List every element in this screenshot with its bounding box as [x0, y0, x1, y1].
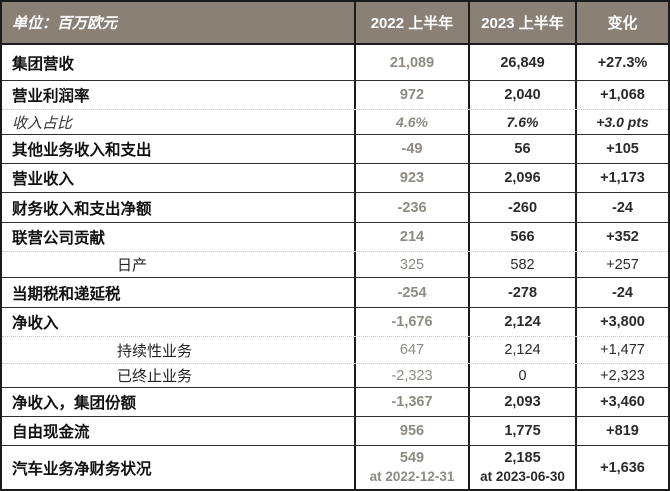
table-row-net-financial: 财务收入和支出净额 -236 -260 -24 — [2, 192, 668, 222]
value-2022: 647 — [356, 337, 470, 363]
value-2023: 2,185 at 2023-06-30 — [470, 446, 577, 489]
row-label: 当期税和递延税 — [2, 278, 356, 307]
row-label: 汽车业务净财务状况 — [2, 446, 356, 489]
value-2022: 4.6% — [356, 110, 470, 134]
value-change: +3.0 pts — [596, 114, 649, 130]
value-2023: -260 — [470, 193, 577, 222]
row-label: 联营公司贡献 — [2, 223, 356, 251]
row-label: 持续性业务 — [2, 337, 356, 363]
value-change: +1,173 — [600, 170, 645, 186]
table-row-automotive-net-financial-position: 汽车业务净财务状况 549 at 2022-12-31 2,185 at 202… — [2, 445, 668, 489]
value-change: +27.3% — [597, 54, 648, 71]
row-label: 日产 — [2, 252, 356, 277]
value-2023: 2,040 — [470, 81, 577, 109]
table-row-continuing-operations: 持续性业务 647 2,124 +1,477 — [2, 336, 668, 363]
value-2023: 2,096 — [470, 164, 577, 192]
row-label: 营业收入 — [2, 164, 356, 192]
value-2023-amount: 2,185 — [504, 449, 541, 466]
value-change: +1,636 — [600, 459, 645, 476]
row-label: 其他业务收入和支出 — [2, 135, 356, 163]
col-header-change: 变化 — [607, 15, 638, 32]
value-2022: 972 — [356, 81, 470, 109]
value-change: +1,477 — [600, 342, 645, 358]
value-2023: 2,124 — [470, 337, 577, 363]
value-2023: 7.6% — [470, 110, 577, 134]
value-change: +819 — [606, 423, 639, 439]
row-label: 营业利润率 — [2, 81, 356, 109]
value-2023: 56 — [470, 135, 577, 163]
table-row-net-income-group-share: 净收入，集团份额 -1,367 2,093 +3,460 — [2, 387, 668, 416]
col-header-2023-h1: 2023 上半年 — [470, 2, 577, 43]
value-change: -24 — [612, 199, 633, 216]
value-2022-amount: 549 — [399, 449, 425, 466]
table-row-net-income: 净收入 -1,676 2,124 +3,800 — [2, 307, 668, 336]
value-2022: -236 — [356, 193, 470, 222]
value-2022: 956 — [356, 417, 470, 445]
value-change: +105 — [606, 141, 639, 157]
value-2023: 582 — [470, 252, 577, 277]
table-row-revenue-share: 收入占比 4.6% 7.6% +3.0 pts — [2, 109, 668, 134]
table-header-row: 单位：百万欧元 2022 上半年 2023 上半年 变化 — [2, 2, 668, 45]
value-2022: 214 — [356, 223, 470, 251]
value-2022: -1,367 — [356, 388, 470, 416]
value-2023: -278 — [470, 278, 577, 307]
table-row-operating-profit: 营业利润率 972 2,040 +1,068 — [2, 80, 668, 109]
value-2022: 21,089 — [356, 45, 470, 80]
table-row-associated-companies: 联营公司贡献 214 566 +352 — [2, 222, 668, 251]
value-2023: 2,093 — [470, 388, 577, 416]
value-change: +3,460 — [600, 394, 645, 410]
value-2023: 26,849 — [470, 45, 577, 80]
value-2022: 923 — [356, 164, 470, 192]
row-label: 已终止业务 — [2, 364, 356, 387]
table-row-operating-income: 营业收入 923 2,096 +1,173 — [2, 163, 668, 192]
value-2022: -49 — [356, 135, 470, 163]
value-2022: 549 at 2022-12-31 — [356, 446, 470, 489]
table-row-free-cash-flow: 自由现金流 956 1,775 +819 — [2, 416, 668, 445]
row-label: 集团营收 — [2, 45, 356, 80]
row-label: 净收入，集团份额 — [2, 388, 356, 416]
row-label: 收入占比 — [2, 110, 356, 134]
value-change: +2,323 — [600, 367, 645, 384]
row-label: 自由现金流 — [2, 417, 356, 445]
row-label: 财务收入和支出净额 — [2, 193, 356, 222]
row-label: 净收入 — [2, 308, 356, 336]
value-2022: -1,676 — [356, 308, 470, 336]
table-row-current-deferred-tax: 当期税和递延税 -254 -278 -24 — [2, 277, 668, 307]
table-row-other-income-expenses: 其他业务收入和支出 -49 56 +105 — [2, 134, 668, 163]
value-change: +257 — [606, 256, 639, 273]
value-2023: 566 — [470, 223, 577, 251]
value-change: +352 — [606, 229, 639, 245]
value-2023-date: at 2023-06-30 — [480, 469, 565, 485]
value-2023: 2,124 — [470, 308, 577, 336]
value-2022: 325 — [356, 252, 470, 277]
value-2022: -2,323 — [356, 364, 470, 387]
col-header-2022-h1: 2022 上半年 — [356, 2, 470, 43]
value-change: +3,800 — [600, 314, 645, 330]
table-row-group-revenue: 集团营收 21,089 26,849 +27.3% — [2, 45, 668, 80]
table-row-discontinued-operations: 已终止业务 -2,323 0 +2,323 — [2, 363, 668, 387]
value-2023: 0 — [470, 364, 577, 387]
value-2022-date: at 2022-12-31 — [369, 469, 455, 485]
value-change: -24 — [612, 284, 633, 301]
value-2022: -254 — [356, 278, 470, 307]
value-2023: 1,775 — [470, 417, 577, 445]
unit-label: 单位：百万欧元 — [2, 2, 356, 43]
table-row-nissan: 日产 325 582 +257 — [2, 251, 668, 277]
value-change: +1,068 — [600, 87, 645, 103]
